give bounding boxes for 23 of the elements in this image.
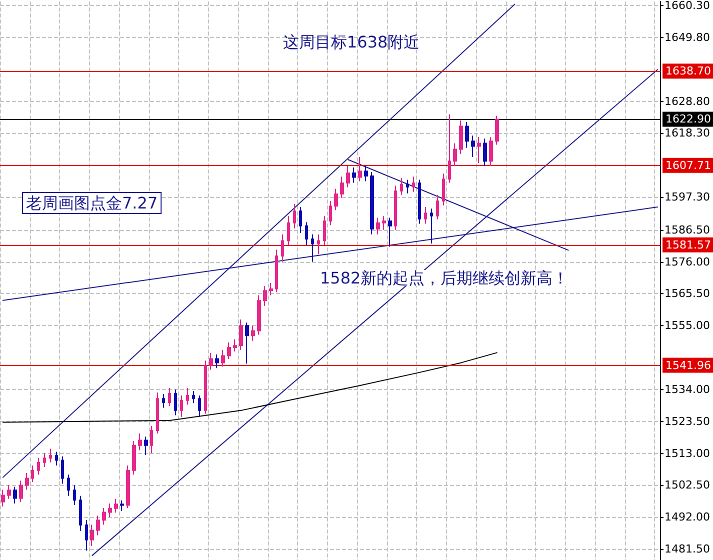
ref-line-label: 1638.70: [666, 64, 712, 78]
y-tick-label: 1513.00: [664, 446, 710, 460]
annotation: 1582新的起点，后期继续创新高！: [320, 268, 569, 288]
annotation: 这周目标1638附近: [283, 32, 420, 52]
y-tick-label: 1660.30: [664, 0, 710, 12]
ref-line-label: 1607.71: [666, 158, 712, 172]
y-tick-label: 1534.00: [664, 382, 710, 396]
ref-line-label: 1622.90: [666, 112, 712, 126]
y-tick-label: 1565.50: [664, 287, 710, 300]
y-tick-label: 1576.00: [664, 255, 710, 268]
ref-line-label: 1581.57: [666, 238, 712, 252]
y-tick-label: 1618.30: [664, 126, 710, 140]
annotation: 老周画图点金7.27: [26, 194, 158, 212]
y-tick-label: 1502.50: [664, 478, 710, 492]
y-tick-label: 1628.80: [664, 94, 710, 108]
y-tick-label: 1597.30: [664, 190, 710, 204]
y-tick-label: 1523.50: [664, 414, 710, 428]
y-tick-label: 1481.50: [664, 542, 710, 556]
y-tick-label: 1555.00: [664, 319, 710, 332]
y-tick-label: 1492.00: [664, 510, 710, 524]
y-tick-label: 1649.80: [664, 30, 710, 44]
y-tick-label: 1586.50: [664, 223, 710, 236]
ref-line-label: 1541.96: [666, 358, 712, 372]
